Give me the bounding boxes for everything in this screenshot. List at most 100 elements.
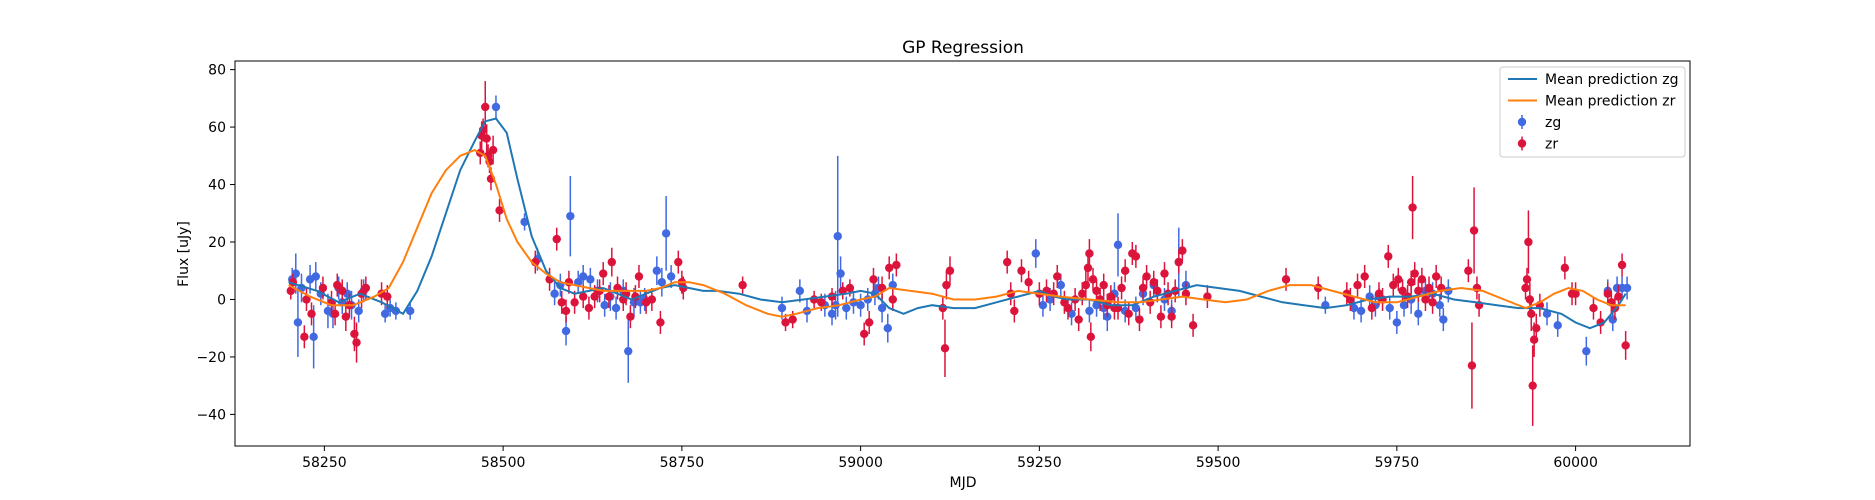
legend-label: zg [1545, 115, 1561, 131]
data-point-zr [1281, 275, 1291, 284]
data-point-zr [361, 283, 371, 293]
data-point-zr [1160, 269, 1169, 278]
data-point-zr [1389, 280, 1398, 290]
y-tick-label: 60 [208, 120, 226, 136]
data-point-zg [561, 326, 571, 336]
data-point-zr [817, 298, 826, 307]
data-point-zr [482, 134, 491, 143]
data-point-zr [1178, 246, 1187, 255]
x-tick-label: 58500 [481, 455, 526, 471]
x-tick-label: 59250 [1017, 455, 1062, 471]
data-point-zg [856, 301, 865, 310]
y-tick-label: 20 [208, 235, 226, 251]
data-point-zr [1603, 289, 1612, 298]
data-point-zr [1431, 272, 1441, 281]
data-point-zr [488, 145, 498, 155]
data-point-zr [341, 312, 351, 321]
legend-swatch-marker [1517, 139, 1527, 148]
data-point-zr [1467, 361, 1477, 370]
data-point-zr [1010, 306, 1019, 316]
data-point-zr [1083, 263, 1093, 273]
data-point-zg [1031, 249, 1040, 258]
data-point-zg [1399, 301, 1409, 310]
data-point-zr [1529, 335, 1539, 344]
x-tick-label: 59500 [1196, 455, 1241, 471]
data-point-zr [1524, 237, 1533, 247]
data-point-zr [1053, 272, 1062, 281]
data-point-zg [309, 332, 318, 342]
mean-line-zg [288, 117, 1627, 330]
data-point-zr [1120, 266, 1130, 275]
data-point-zr [781, 318, 790, 327]
legend-label: zr [1545, 137, 1558, 153]
data-point-zr [590, 292, 599, 301]
x-tick-label: 58750 [660, 455, 705, 471]
data-point-zr [1353, 280, 1362, 290]
data-point-zr [1384, 252, 1393, 261]
y-tick-label: −40 [196, 407, 226, 423]
data-point-zr [1421, 295, 1430, 304]
data-point-zr [578, 292, 588, 301]
data-point-zr [1085, 249, 1094, 258]
data-point-zg [611, 303, 621, 313]
legend-label: Mean prediction zr [1545, 94, 1676, 110]
data-point-zr [1571, 289, 1580, 298]
data-point-zr [1617, 260, 1627, 270]
data-point-zr [1092, 286, 1101, 296]
data-point-zr [738, 280, 747, 290]
data-point-zg [842, 303, 851, 313]
data-point-zg [1414, 309, 1423, 319]
data-point-zg [1131, 303, 1141, 313]
data-point-zr [307, 309, 316, 319]
axes-frame [234, 60, 1691, 447]
data-point-zr [1406, 278, 1416, 287]
data-point-zg [666, 272, 676, 281]
data-point-zr [1074, 315, 1083, 324]
data-point-zr [1063, 303, 1073, 313]
data-point-zg [586, 275, 595, 284]
data-point-zr [938, 303, 948, 313]
data-point-zr [1532, 324, 1541, 333]
data-point-zr [1621, 341, 1630, 350]
data-point-zr [1188, 321, 1198, 330]
data-point-zr [885, 263, 894, 273]
data-point-zg [1056, 280, 1066, 290]
data-point-zr [300, 332, 309, 342]
data-point-zr [892, 260, 901, 270]
data-point-zr [1410, 269, 1419, 278]
data-point-zr [318, 283, 328, 293]
y-tick-label: 0 [217, 292, 226, 308]
mean-line-zr [288, 148, 1626, 318]
data-point-zr [1149, 278, 1158, 287]
data-point-zg [833, 232, 842, 241]
data-point-zg [354, 306, 363, 316]
data-point-zr [634, 272, 644, 281]
data-point-zr [656, 318, 665, 327]
data-point-zg [877, 303, 887, 313]
x-tick-label: 59000 [838, 455, 883, 471]
data-point-zr [1414, 286, 1423, 296]
plot-area: 58250 58500 58750 59000 59250 59500 59750 60000… [196, 60, 1691, 471]
data-point-zr [1527, 309, 1536, 319]
data-point-zr [561, 306, 571, 316]
y-tick-label: −20 [196, 350, 226, 366]
data-point-zr [1525, 295, 1535, 304]
data-point-zr [1464, 266, 1473, 275]
data-point-zr [1428, 298, 1437, 307]
data-point-zr [1153, 286, 1162, 296]
data-point-zr [845, 283, 855, 293]
data-point-zr [302, 295, 311, 304]
data-point-zr [333, 280, 342, 290]
data-point-zg [566, 211, 575, 221]
data-point-zr [674, 257, 683, 267]
data-point-zr [1081, 280, 1091, 290]
data-point-zr [1002, 257, 1012, 267]
x-tick-label: 59750 [1375, 455, 1420, 471]
data-point-zg [652, 266, 662, 275]
data-point-zr [604, 292, 614, 301]
legend-swatch-marker [1517, 117, 1527, 127]
data-point-zr [1528, 381, 1537, 390]
data-point-zr [1522, 275, 1532, 284]
data-point-zr [1135, 315, 1144, 324]
